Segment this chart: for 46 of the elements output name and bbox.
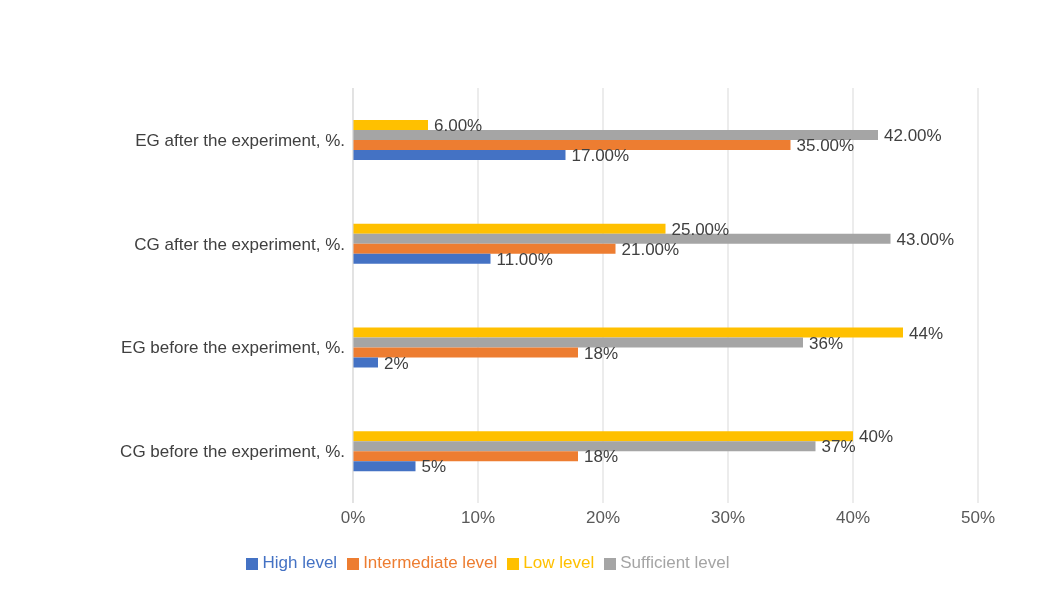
data-label: 44% bbox=[909, 323, 944, 343]
bar bbox=[353, 327, 903, 338]
legend-label: High level bbox=[262, 553, 338, 572]
y-tick-label: EG before the experiment, %. bbox=[121, 338, 345, 358]
data-label: 35.00% bbox=[796, 136, 855, 155]
data-label: 6.00% bbox=[434, 116, 483, 135]
bar bbox=[353, 451, 578, 462]
data-label: 11.00% bbox=[496, 249, 553, 269]
bar bbox=[353, 150, 566, 160]
bar bbox=[353, 253, 491, 264]
y-tick-label: CG before the experiment, %. bbox=[120, 442, 345, 462]
data-label: 36% bbox=[809, 333, 844, 353]
x-tick-label: 0% bbox=[340, 508, 366, 528]
x-tick-label: 30% bbox=[710, 508, 746, 528]
data-label: 18% bbox=[584, 447, 619, 467]
data-label: 17.00% bbox=[571, 146, 630, 165]
bar bbox=[353, 140, 791, 150]
bar bbox=[353, 461, 416, 472]
bar bbox=[353, 337, 803, 348]
x-tick-label: 10% bbox=[460, 508, 496, 528]
data-label: 37% bbox=[821, 437, 856, 457]
bar bbox=[353, 441, 816, 452]
x-tick-label: 50% bbox=[960, 508, 996, 528]
legend-label: Sufficient level bbox=[620, 553, 730, 572]
data-label: 42.00% bbox=[884, 126, 942, 145]
legend-label: Low level bbox=[523, 553, 595, 572]
x-tick-label: 40% bbox=[835, 508, 871, 528]
bar bbox=[353, 357, 378, 368]
data-label: 18% bbox=[584, 343, 619, 363]
data-label: 43.00% bbox=[896, 229, 955, 249]
data-label: 21.00% bbox=[621, 239, 680, 259]
data-label: 25.00% bbox=[671, 219, 730, 239]
bar bbox=[353, 130, 878, 140]
y-tick-label: CG after the experiment, %. bbox=[134, 234, 345, 254]
data-label: 5% bbox=[421, 457, 447, 477]
y-tick-label: EG after the experiment, %. bbox=[135, 130, 345, 150]
bar bbox=[353, 223, 666, 234]
x-tick-label: 20% bbox=[585, 508, 621, 528]
data-label: 40% bbox=[859, 427, 894, 447]
bar bbox=[353, 120, 428, 130]
data-label: 2% bbox=[384, 353, 409, 373]
bar bbox=[353, 243, 616, 254]
bar bbox=[353, 233, 891, 244]
legend-label: Intermediate level bbox=[363, 553, 498, 572]
bar bbox=[353, 431, 853, 442]
bar bbox=[353, 347, 578, 358]
